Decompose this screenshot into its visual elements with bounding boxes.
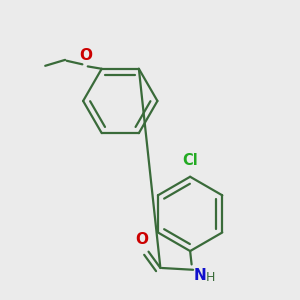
Text: O: O xyxy=(136,232,148,247)
Text: N: N xyxy=(194,268,207,283)
Text: H: H xyxy=(206,271,215,284)
Text: Cl: Cl xyxy=(182,153,198,168)
Text: O: O xyxy=(79,48,92,63)
